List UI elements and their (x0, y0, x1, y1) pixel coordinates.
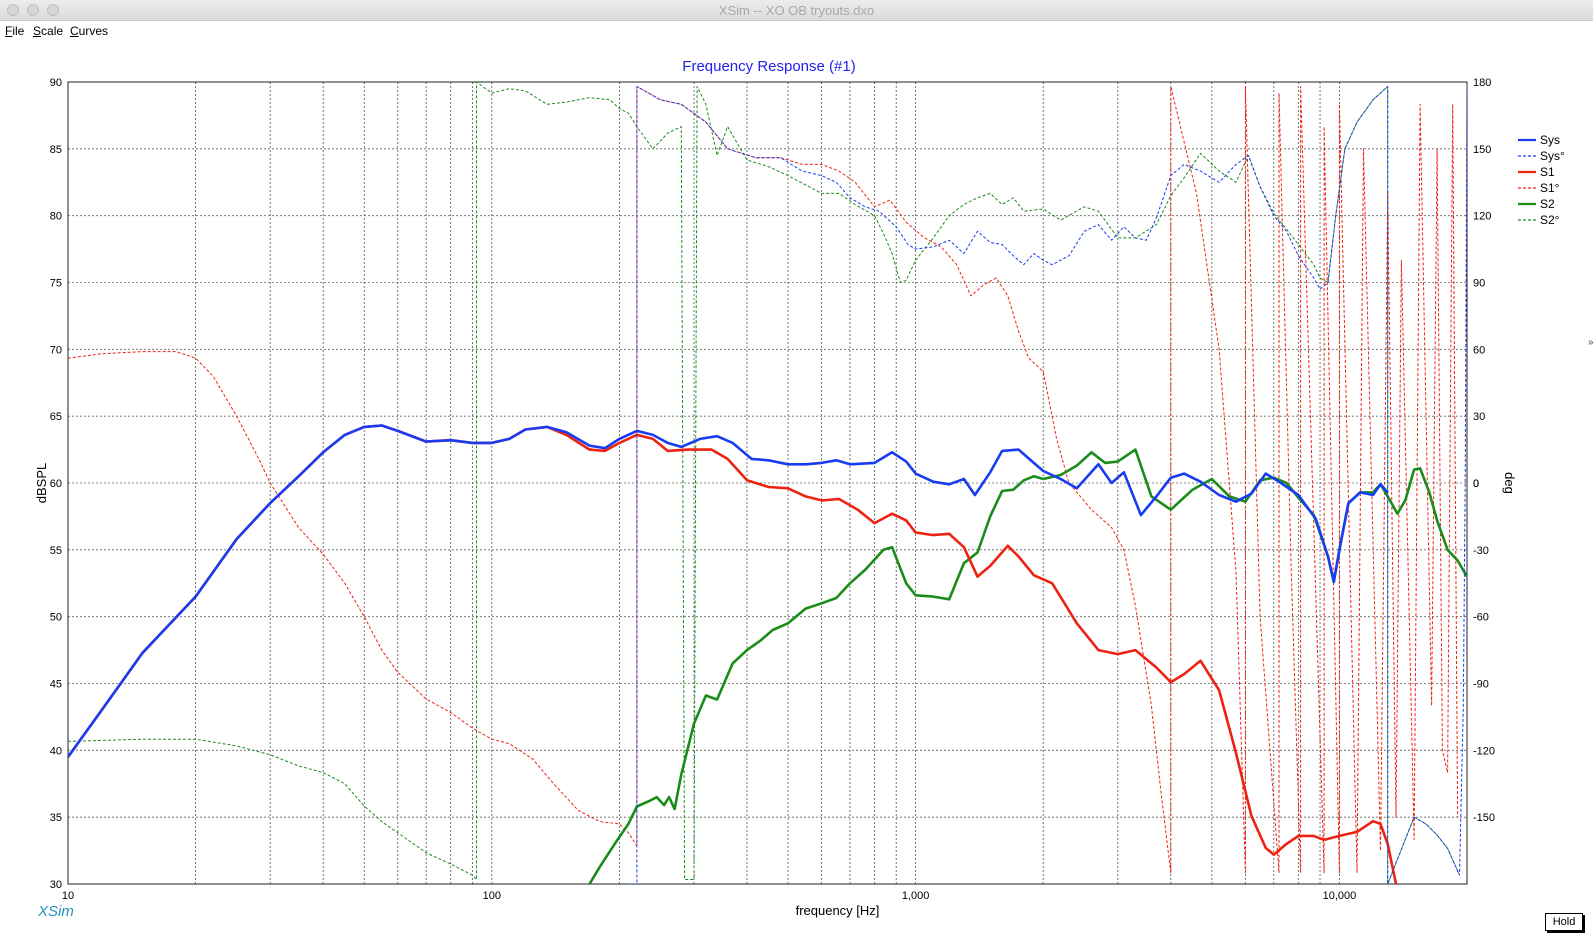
legend-label: S1 (1540, 165, 1555, 179)
series-line-sys (68, 424, 1389, 758)
hold-button[interactable]: Hold (1545, 913, 1583, 931)
y-tick-label: 55 (50, 545, 62, 557)
y2-tick-label: 120 (1473, 211, 1491, 223)
legend-label: Sys° (1540, 149, 1565, 163)
y2-tick-label: 30 (1473, 411, 1485, 423)
x-tick-label: 10,000 (1323, 890, 1357, 902)
x-tick-label: 1,000 (902, 890, 930, 902)
y2-tick-label: -30 (1473, 545, 1489, 557)
y-tick-label: 60 (50, 478, 62, 490)
window-titlebar: XSim -- XO OB tryouts.dxo (0, 0, 1593, 21)
menu-file[interactable]: File (5, 24, 24, 38)
y-tick-label: 50 (50, 612, 62, 624)
y2-tick-label: 150 (1473, 144, 1491, 156)
y-axis-label: dBSPL (34, 463, 49, 503)
series-line-s1-phase (68, 86, 1459, 874)
y2-tick-label: -150 (1473, 812, 1495, 824)
x-tick-label: 100 (483, 890, 501, 902)
menu-curves-mnemonic: C (70, 24, 79, 38)
xsim-logo: XSim (38, 903, 74, 920)
menu-file-label: ile (12, 24, 25, 38)
y-tick-label: 85 (50, 144, 62, 156)
y-tick-label: 80 (50, 211, 62, 223)
y-tick-label: 35 (50, 812, 62, 824)
x-axis-label: frequency [Hz] (796, 903, 880, 918)
close-window-icon[interactable] (7, 4, 19, 16)
legend-label: S2 (1540, 197, 1555, 211)
y2-tick-label: 0 (1473, 478, 1479, 490)
menu-curves[interactable]: Curves (70, 24, 108, 38)
y-tick-label: 90 (50, 77, 62, 89)
frequency-response-chart: 30 35 40 45 50 55 60 65 70 75 80 85 90 -150 -120 -90 -60… (34, 77, 1565, 918)
y-tick-label: 65 (50, 411, 62, 423)
y-tick-label: 45 (50, 679, 62, 691)
menu-file-mnemonic: F (5, 24, 13, 38)
maximize-window-icon[interactable] (47, 4, 59, 16)
menu-scale-label: cale (41, 24, 64, 38)
y2-axis-label: deg (1502, 472, 1517, 494)
legend-label: S1° (1540, 181, 1560, 195)
y2-tick-label: -120 (1473, 745, 1495, 757)
y-tick-label: 70 (50, 344, 62, 356)
y2-tick-label: -60 (1473, 612, 1489, 624)
x-tick-label: 10 (62, 890, 74, 902)
y2-tick-label: 0 (1473, 478, 1479, 490)
menu-scale-mnemonic: S (33, 24, 42, 38)
menu-scale[interactable]: Scale (33, 24, 63, 38)
legend-label: S2° (1540, 213, 1560, 227)
legend-label: Sys (1540, 133, 1560, 147)
series-line-s1 (68, 424, 1398, 884)
y2-tick-label: 60 (1473, 344, 1485, 356)
minimize-window-icon[interactable] (27, 4, 39, 16)
series-line-s2 (588, 448, 1467, 884)
y2-tick-label: 90 (1473, 278, 1485, 290)
y-tick-label: 40 (50, 745, 62, 757)
window-title: XSim -- XO OB tryouts.dxo (718, 3, 875, 18)
y-tick-label: 75 (50, 278, 62, 290)
plot-frame (67, 81, 1468, 885)
series-line-sys-phase (628, 86, 1467, 884)
menu-bar: File Scale Curves (0, 21, 1593, 40)
edge-marker: » (1588, 337, 1593, 348)
chart-title: Frequency Response (#1) (682, 58, 856, 75)
menu-curves-label: urves (78, 24, 109, 38)
y-tick-label: 30 (50, 879, 62, 891)
y2-tick-label: -90 (1473, 679, 1489, 691)
y2-tick-label: 180 (1473, 77, 1491, 89)
